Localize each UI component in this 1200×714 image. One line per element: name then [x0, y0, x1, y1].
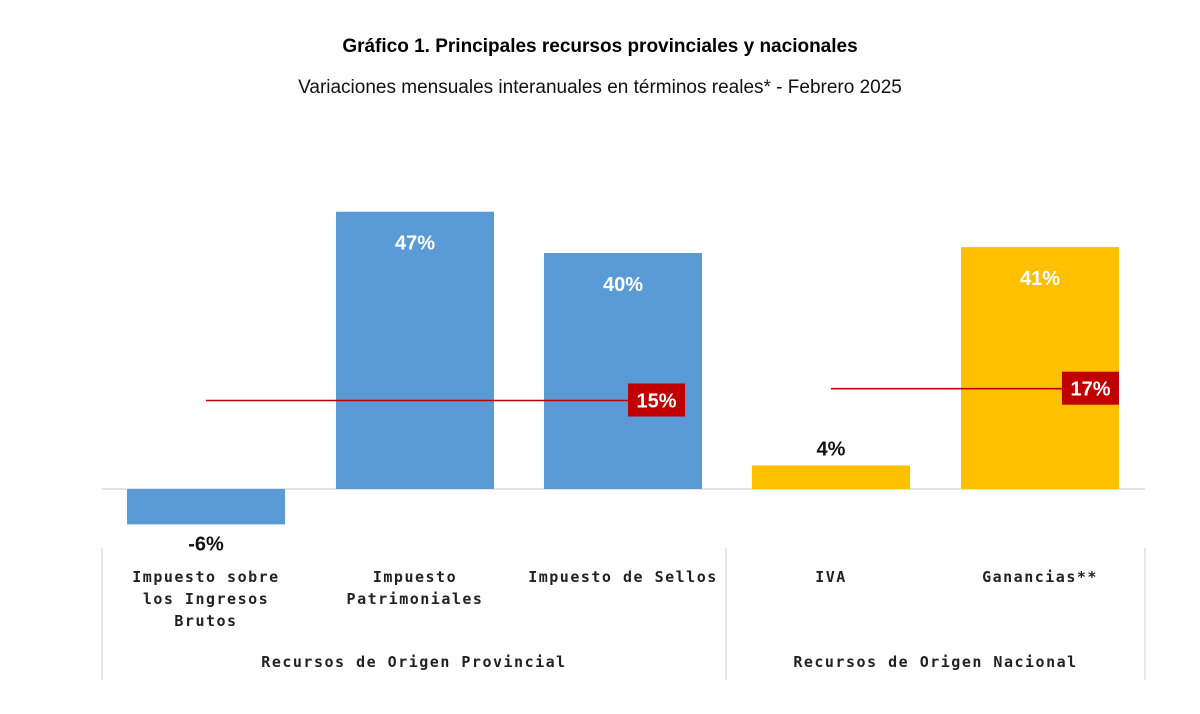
chart-subtitle: Variaciones mensuales interanuales en té… — [298, 77, 902, 98]
average-label-box-0 — [628, 383, 685, 417]
category-label-1: Impuesto Patrimoniales — [346, 568, 484, 608]
value-label-2: 40% — [603, 274, 643, 296]
chart-title: Gráfico 1. Principales recursos provinci… — [342, 36, 858, 57]
bar-2 — [544, 253, 702, 489]
category-label-3: IVA — [815, 568, 847, 586]
bar-0 — [127, 489, 285, 525]
bar-4 — [961, 247, 1119, 489]
value-label-4: 41% — [1020, 268, 1060, 290]
category-label-4: Ganancias** — [982, 568, 1098, 586]
group-label-1: Recursos de Origen Nacional — [793, 653, 1078, 671]
average-label-1: 17% — [1070, 379, 1110, 401]
average-label-box-1 — [1062, 371, 1119, 405]
category-label-2: Impuesto de Sellos — [528, 568, 718, 586]
category-label-0: Impuesto sobre los Ingresos Brutos — [132, 568, 280, 630]
bar-1 — [336, 211, 494, 489]
value-label-0: -6% — [188, 533, 224, 555]
bar-3 — [752, 465, 910, 489]
average-label-0: 15% — [636, 391, 676, 413]
value-label-3: 4% — [817, 438, 846, 460]
group-label-0: Recursos de Origen Provincial — [261, 653, 567, 671]
value-label-1: 47% — [395, 233, 435, 255]
